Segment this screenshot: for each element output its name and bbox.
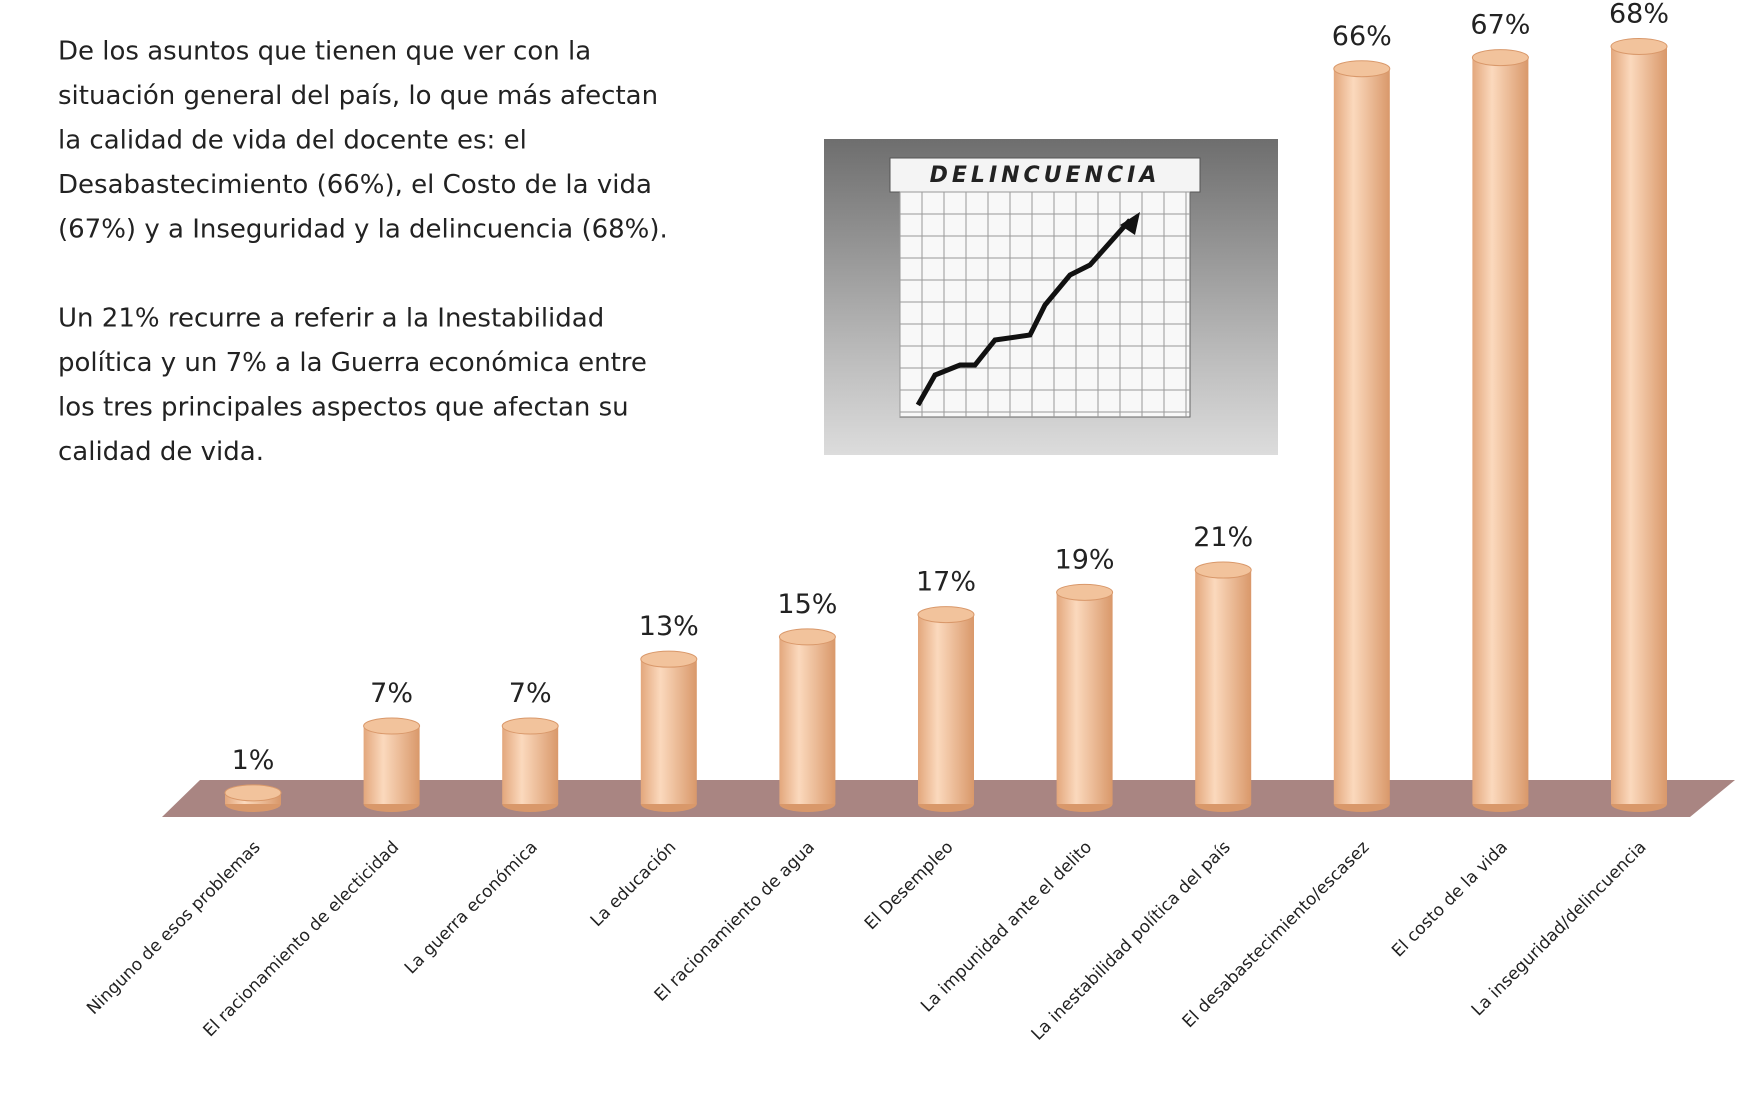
value-label: 19% <box>1055 544 1115 575</box>
paragraph-line: la calidad de vida del docente es: el <box>58 126 527 156</box>
value-label: 68% <box>1609 0 1669 29</box>
bar-cap <box>1334 61 1390 77</box>
value-label: 7% <box>370 678 413 709</box>
paragraph-line: calidad de vida. <box>58 437 264 467</box>
value-label: 7% <box>509 678 552 709</box>
value-label: 17% <box>916 567 976 598</box>
value-label: 15% <box>777 589 837 620</box>
value-label: 67% <box>1470 10 1530 41</box>
paragraph-line: De los asuntos que tienen que ver con la <box>58 37 591 67</box>
paragraph-line: (67%) y a Inseguridad y la delincuencia … <box>58 215 668 245</box>
bar <box>779 637 835 804</box>
bar-cap <box>918 607 974 623</box>
bar <box>918 615 974 804</box>
bar <box>502 726 558 804</box>
bar <box>641 659 697 804</box>
bar <box>1334 69 1390 804</box>
x-tick-label: El costo de la vida <box>1388 837 1512 961</box>
paragraph-line: los tres principales aspectos que afecta… <box>58 393 629 423</box>
bar-cap <box>1472 50 1528 66</box>
cartoon-title: DELINCUENCIA <box>930 163 1161 188</box>
paragraph-line: política y un 7% a la Guerra económica e… <box>58 348 647 378</box>
bar-cap <box>225 785 281 801</box>
paragraph-line: Desabastecimiento (66%), el Costo de la … <box>58 170 652 200</box>
bar-cap <box>364 718 420 734</box>
cartoon: DELINCUENCIA <box>824 139 1278 455</box>
x-tick-label: La guerra económica <box>401 837 542 978</box>
value-label: 66% <box>1332 21 1392 52</box>
bar <box>1472 58 1528 804</box>
bar-cap <box>779 629 835 645</box>
paragraph-line: situación general del país, lo que más a… <box>58 81 658 111</box>
bar <box>1057 592 1113 804</box>
x-tick-label: La educación <box>587 837 681 931</box>
x-tick-label: El Desempleo <box>861 837 958 934</box>
bar <box>1611 46 1667 804</box>
paragraph-line: Un 21% recurre a referir a la Inestabili… <box>58 304 604 334</box>
bar-cap <box>1195 562 1251 578</box>
bar-cap <box>641 651 697 667</box>
bar <box>1195 570 1251 804</box>
chart: DELINCUENCIA De los asuntos que tienen q… <box>0 0 1739 1093</box>
page: DELINCUENCIA De los asuntos que tienen q… <box>0 0 1739 1093</box>
value-label: 13% <box>639 611 699 642</box>
bar-cap <box>1057 584 1113 600</box>
bar <box>364 726 420 804</box>
bar-cap <box>502 718 558 734</box>
value-label: 21% <box>1193 522 1253 553</box>
bar-cap <box>1611 38 1667 54</box>
value-label: 1% <box>232 745 275 776</box>
x-tick-label: El racionamiento de agua <box>651 837 819 1005</box>
